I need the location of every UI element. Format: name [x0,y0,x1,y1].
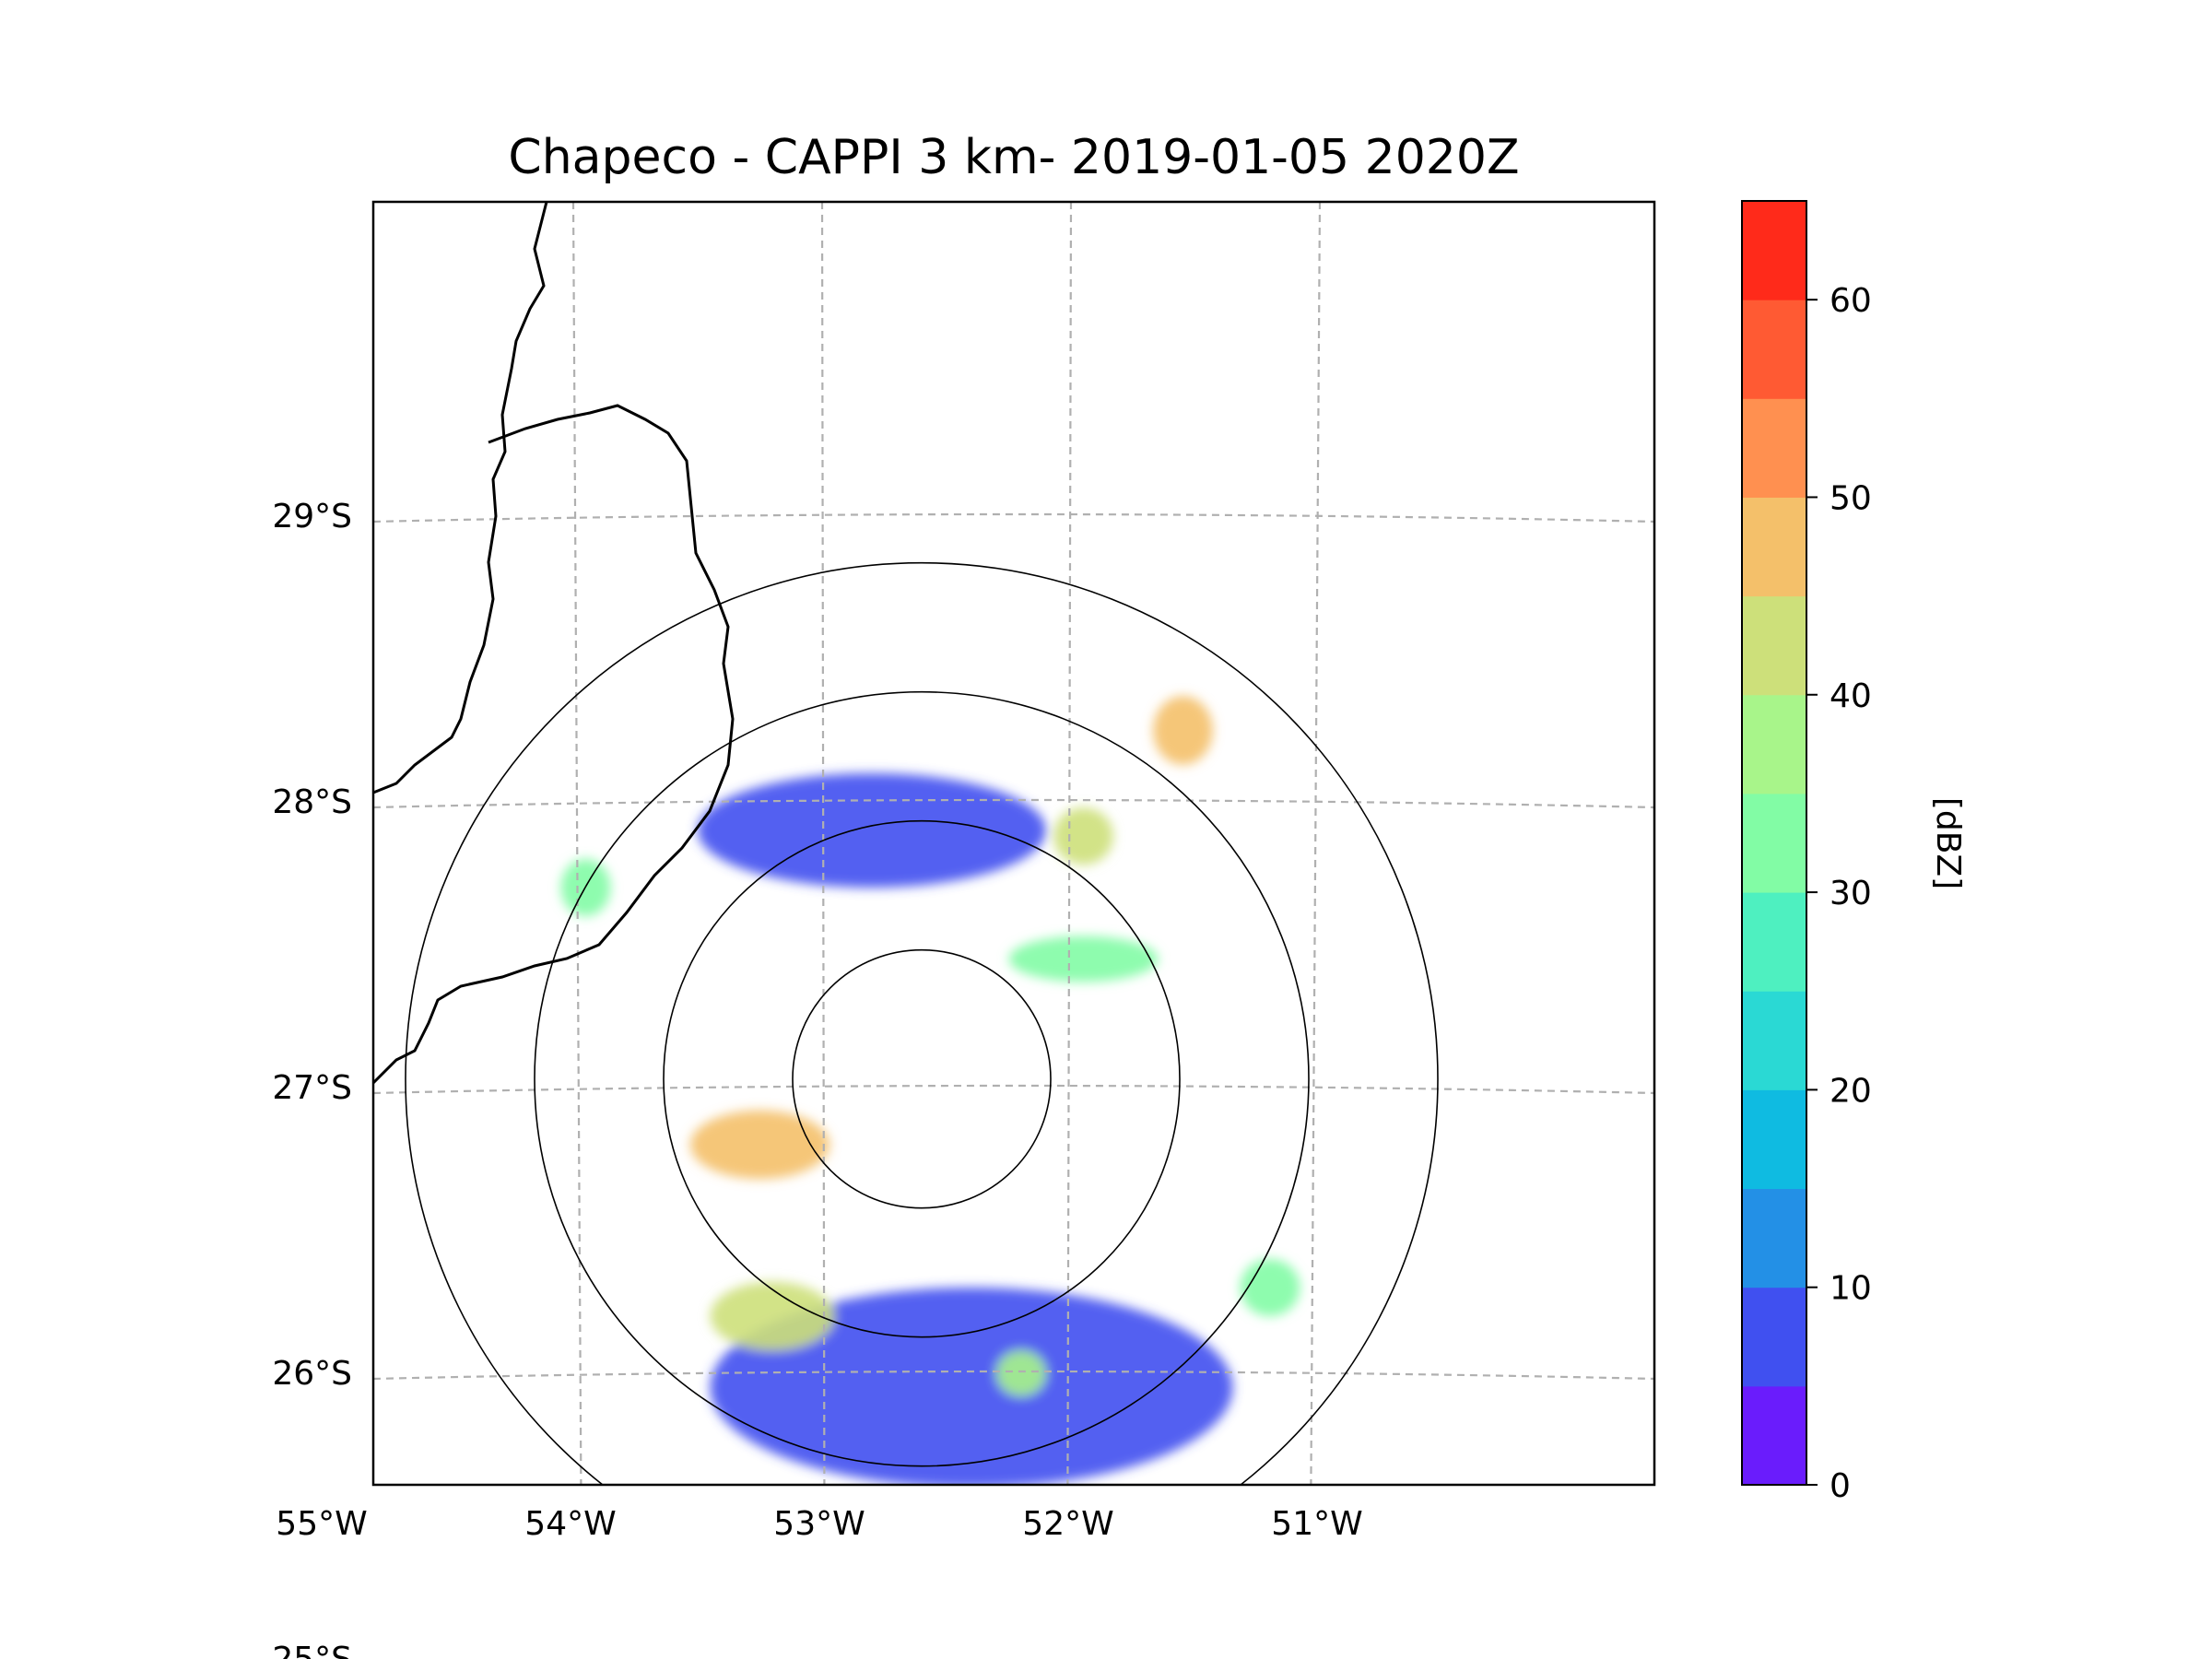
colorbar-segment [1742,595,1806,696]
range-ring [405,562,1439,1485]
lat-tick-label: 28°S [272,783,352,821]
lat-gridline [373,798,1654,809]
echo-region-south-arc [698,773,1046,888]
echo-region-north-band [710,1288,1233,1485]
grid-layer [324,202,1654,1485]
colorbar-segment [1742,1385,1806,1486]
range-rings [405,562,1439,1485]
colorbar-tick-label: 0 [1830,1467,1851,1505]
colorbar-segment [1742,1287,1806,1387]
lon-tick-label: 52°W [1022,1505,1113,1543]
colorbar-segment [1742,1188,1806,1288]
range-ring [663,819,1181,1338]
lat-gridline [373,1370,1654,1381]
echo-region-far-southeast-core [1153,696,1213,765]
chart-title: Chapeco - CAPPI 3 km- 2019-01-05 2020Z [508,130,1519,185]
political-borders [373,202,735,1085]
colorbar-tick-label: 10 [1830,1270,1872,1308]
echo-region-east-line [1008,935,1159,982]
colorbar-label: [dBZ] [1929,797,1967,889]
colorbar-segment [1742,694,1806,794]
lon-tick-label: 55°W [276,1505,367,1543]
colorbar-segment [1742,201,1806,300]
echo-layer [560,696,1300,1485]
plot-frame [371,200,1656,1487]
colorbar-frame [1741,200,1807,1486]
colorbar-tick-label: 20 [1830,1072,1872,1110]
echo-region-west-core [689,1110,830,1180]
lon-tick-label: 51°W [1271,1505,1362,1543]
lon-gridline [324,202,337,1485]
border-line-argentina-brazil [373,202,548,794]
plot-area [324,202,1654,1485]
lat-tick-label: 26°S [272,1355,352,1393]
colorbar-tick-label: 30 [1830,875,1872,912]
colorbar-segment [1742,793,1806,893]
colorbar-tick-labels: 0 10 20 30 40 50 60 [1830,282,1872,1505]
colorbar-ticks [1806,299,1818,1486]
colorbar-tick-label: 50 [1830,479,1872,517]
range-ring [792,948,1052,1209]
colorbar-segment [1742,892,1806,992]
colorbar-segment [1742,398,1806,498]
lat-gridline [373,512,1654,524]
border-line-parana-santa-catarina [373,404,735,1085]
colorbar-segment [1742,1089,1806,1190]
lon-tick-label: 53°W [773,1505,865,1543]
range-ring [534,690,1310,1467]
lat-tick-label: 27°S [272,1069,352,1107]
latitude-tick-labels: 25°S 26°S 27°S 28°S 29°S [272,498,352,1659]
lat-tick-label: 29°S [272,498,352,535]
longitude-tick-labels: 55°W 54°W 53°W 52°W 51°W [276,1505,1362,1543]
echo-region-northeast-cell [1240,1259,1300,1316]
colorbar-segment [1742,497,1806,597]
lat-tick-label: 25°S [272,1641,352,1659]
colorbar-segment [1742,991,1806,1090]
echo-region-north-core-west [710,1281,835,1351]
lat-gridline [373,1084,1654,1095]
colorbar-segment [1742,300,1806,399]
colorbar: 0 10 20 30 40 50 60 [dBZ] [1741,200,1967,1505]
lon-tick-label: 54°W [524,1505,616,1543]
echo-region-southeast-core [1053,807,1113,865]
colorbar-tick-label: 60 [1830,282,1872,320]
colorbar-segments [1742,201,1806,1486]
echo-region-north-core-east [996,1350,1046,1396]
colorbar-tick-label: 40 [1830,677,1872,715]
